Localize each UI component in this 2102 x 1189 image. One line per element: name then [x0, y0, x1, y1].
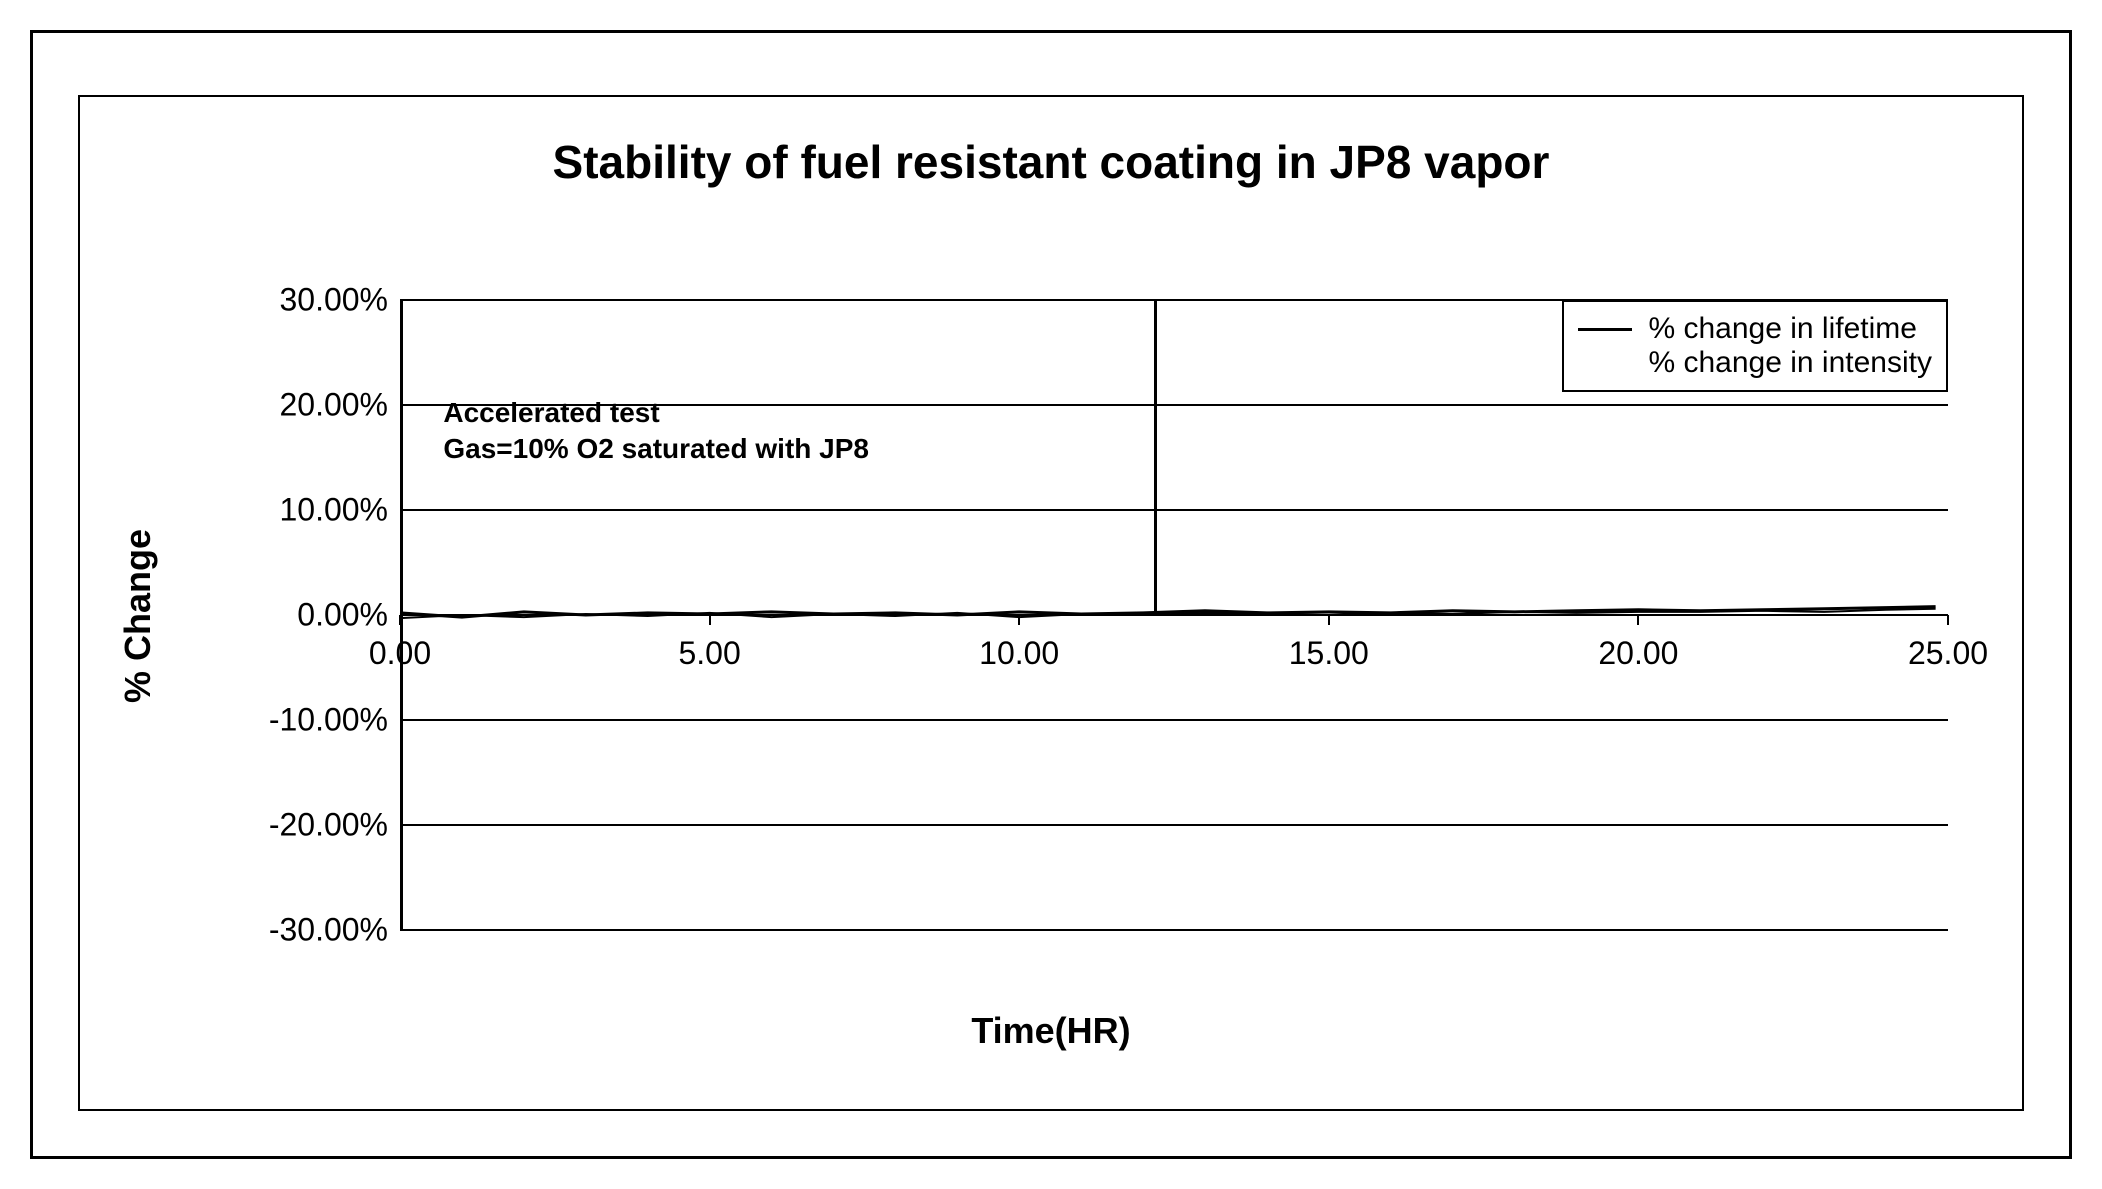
annotation-text: Accelerated testGas=10% O2 saturated wit…: [443, 395, 869, 468]
legend-swatch: [1578, 362, 1632, 364]
y-axis-title: % Change: [117, 516, 159, 716]
legend-item: % change in intensity: [1578, 346, 1932, 380]
y-gridline: [400, 824, 1948, 826]
legend-label: % change in lifetime: [1648, 312, 1916, 346]
y-tick-label: -10.00%: [269, 702, 400, 739]
annotation-line: Accelerated test: [443, 395, 869, 431]
annotation-line: Gas=10% O2 saturated with JP8: [443, 431, 869, 467]
x-tick-mark: [1637, 615, 1639, 625]
x-axis-title: Time(HR): [0, 1010, 2102, 1052]
legend: % change in lifetime% change in intensit…: [1562, 300, 1948, 392]
x-tick-mark: [709, 615, 711, 625]
y-gridline: [400, 929, 1948, 931]
y-gridline: [400, 719, 1948, 721]
x-tick-mark: [1328, 615, 1330, 625]
legend-swatch: [1578, 328, 1632, 331]
y-tick-label: 30.00%: [279, 282, 400, 319]
page-root: Stability of fuel resistant coating in J…: [0, 0, 2102, 1189]
legend-label: % change in intensity: [1648, 346, 1932, 380]
plot-area: -30.00%-20.00%-10.00%0.00%10.00%20.00%30…: [400, 300, 1948, 930]
y-gridline: [400, 614, 1948, 616]
y-tick-label: -20.00%: [269, 807, 400, 844]
y-gridline: [400, 509, 1948, 511]
y-tick-label: -30.00%: [269, 912, 400, 949]
x-tick-mark: [399, 615, 401, 625]
y-tick-label: 10.00%: [279, 492, 400, 529]
x-tick-mark: [1018, 615, 1020, 625]
x-tick-mark: [1947, 615, 1949, 625]
vertical-marker: [1154, 300, 1157, 615]
legend-item: % change in lifetime: [1578, 312, 1932, 346]
y-tick-label: 20.00%: [279, 387, 400, 424]
chart-title: Stability of fuel resistant coating in J…: [0, 135, 2102, 189]
